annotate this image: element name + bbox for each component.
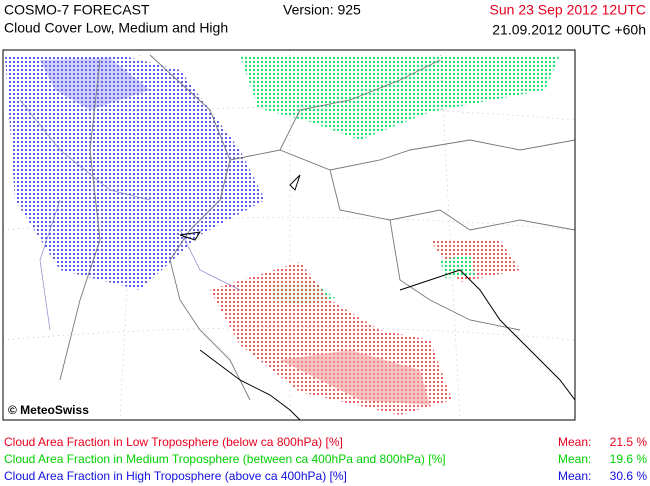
title: COSMO-7 FORECAST — [4, 2, 150, 18]
legend: Cloud Area Fraction in Low Troposphere (… — [4, 435, 647, 483]
run-time: 21.09.2012 00UTC +60h — [492, 22, 646, 38]
mean-label: Mean: — [558, 435, 591, 449]
mean-value: 19.6 % — [610, 452, 648, 466]
credit: © MeteoSwiss — [8, 403, 89, 417]
mean-value: 21.5 % — [610, 435, 648, 449]
legend-label: Cloud Area Fraction in High Troposphere … — [4, 469, 347, 483]
mean-value: 30.6 % — [610, 469, 648, 483]
version: Version: 925 — [283, 2, 361, 18]
mean-label: Mean: — [558, 452, 591, 466]
legend-label: Cloud Area Fraction in Low Troposphere (… — [4, 435, 343, 449]
valid-time: Sun 23 Sep 2012 12UTC — [490, 2, 646, 18]
mean-label: Mean: — [558, 469, 591, 483]
legend-label: Cloud Area Fraction in Medium Tropospher… — [4, 452, 446, 466]
map-frame — [2, 49, 576, 421]
subtitle: Cloud Cover Low, Medium and High — [4, 20, 228, 36]
map: © MeteoSwiss — [3, 50, 575, 420]
